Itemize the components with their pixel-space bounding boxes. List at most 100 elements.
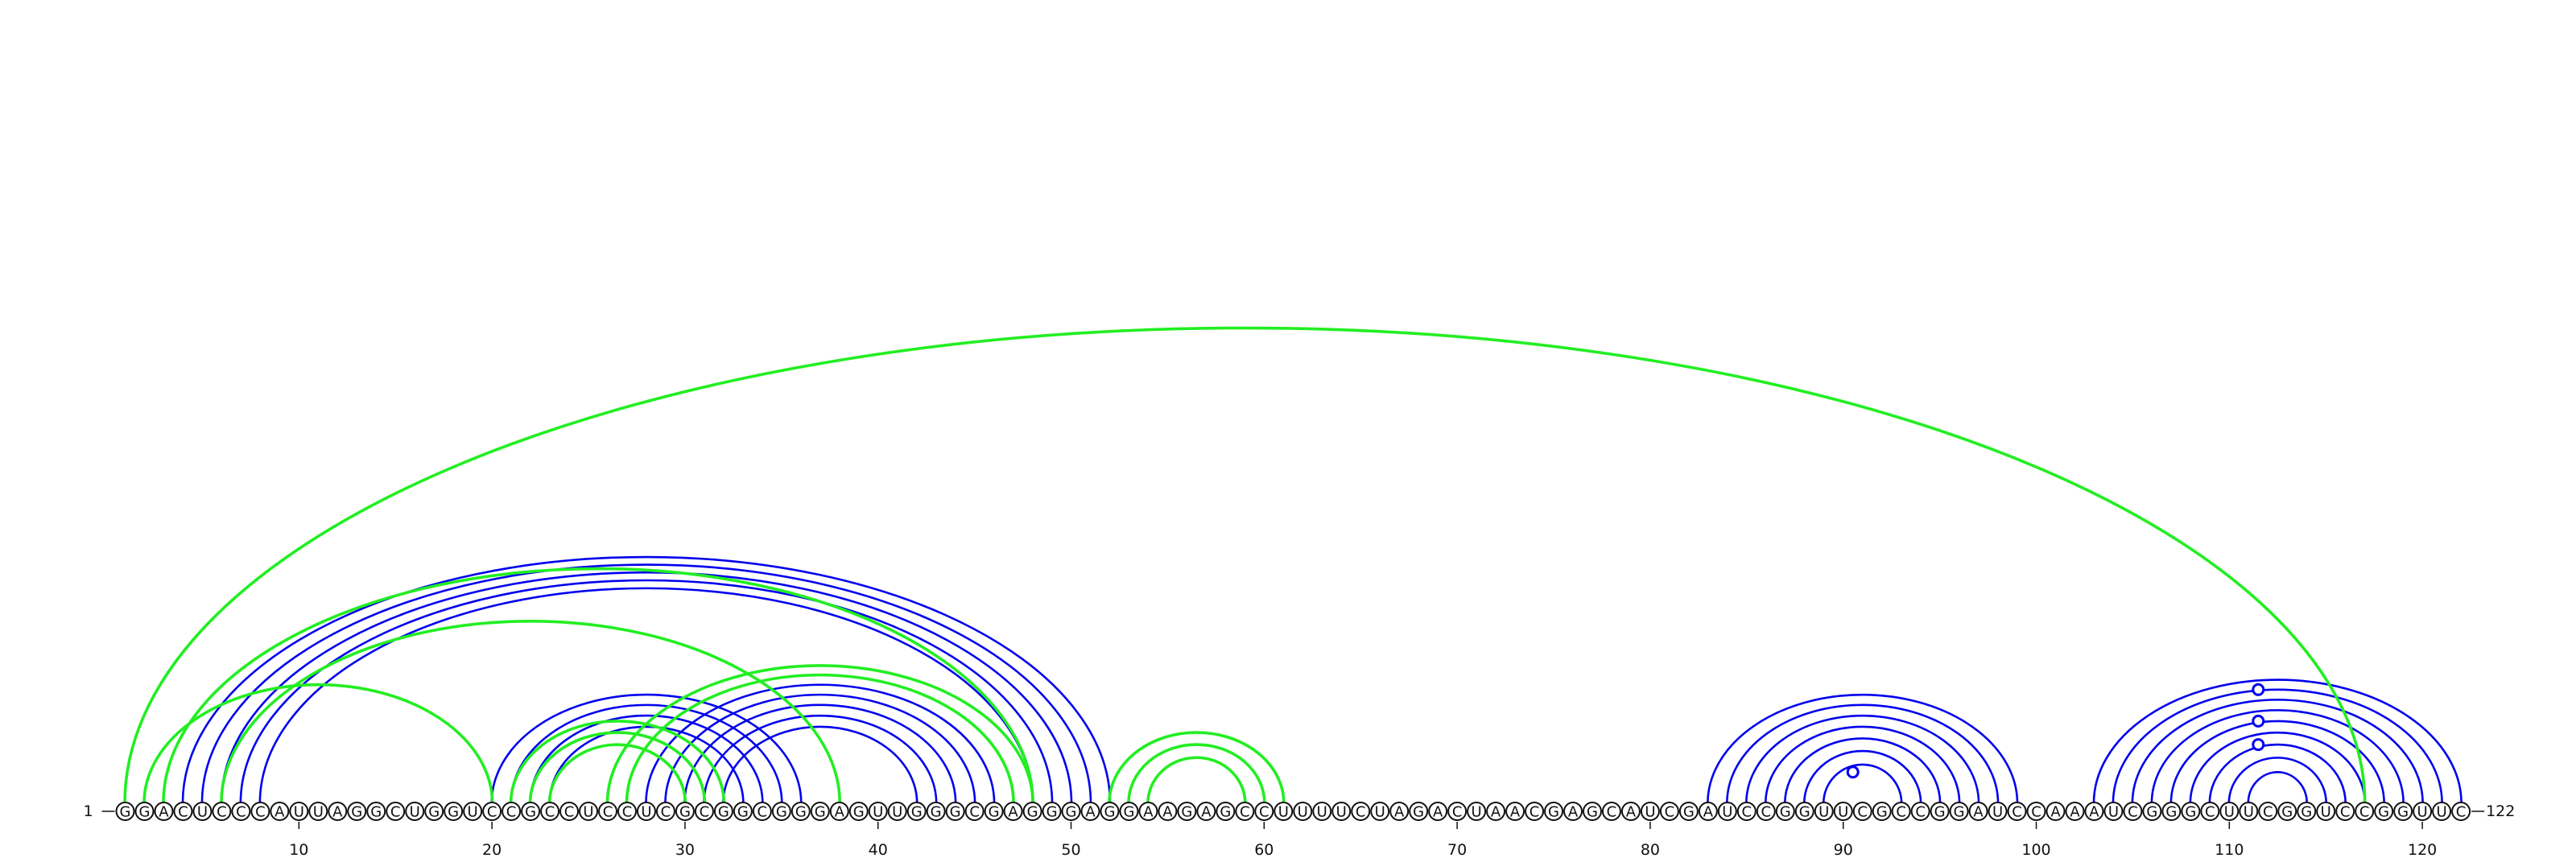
- nucleotide-letter: G: [1780, 804, 1791, 821]
- nucleotide-circle: [810, 802, 830, 821]
- base-pair-arc-green: [1127, 743, 1266, 805]
- nucleotide-circle: [2123, 802, 2143, 821]
- nucleotide-circle: [1080, 802, 1100, 821]
- axis-tick-label: 80: [1641, 841, 1660, 858]
- nucleotide: A: [1428, 802, 1448, 821]
- nucleotide: G: [675, 802, 695, 821]
- arc-marker: [2252, 714, 2265, 728]
- nucleotide-circle: [848, 802, 869, 821]
- nucleotide-circle: [482, 802, 502, 821]
- nucleotide-circle: [1216, 802, 1236, 821]
- nucleotide-letter: U: [294, 804, 304, 821]
- base-pair-arc-blue: [548, 725, 745, 805]
- nucleotide: U: [192, 802, 213, 821]
- base-pair-arc-blue: [2169, 720, 2385, 805]
- base-pair-arc-blue: [2112, 688, 2443, 805]
- nucleotide: A: [1138, 802, 1158, 821]
- nucleotide: U: [2103, 802, 2124, 821]
- axis-tick-label: 30: [675, 841, 695, 858]
- nucleotide: G: [1177, 802, 1197, 821]
- nucleotide-letter: U: [1838, 804, 1848, 821]
- nucleotide: C: [1351, 802, 1371, 821]
- nucleotide: G: [347, 802, 367, 821]
- nucleotide: G: [1042, 802, 1062, 821]
- nucleotide-letter: G: [911, 804, 923, 821]
- base-pair-arc-blue: [1726, 703, 2000, 805]
- nucleotide-circle: [2239, 802, 2259, 821]
- nucleotide-circle: [926, 802, 946, 821]
- nucleotide-circle: [115, 802, 135, 821]
- nucleotide-circle: [1312, 802, 1332, 821]
- nucleotide-circle: [2355, 802, 2375, 821]
- nucleotide-letter: G: [2165, 804, 2177, 821]
- axis-tick-label: 90: [1834, 841, 1853, 858]
- nucleotide: C: [964, 802, 985, 821]
- nucleotide-letter: C: [1356, 804, 1366, 821]
- nucleotide-letter: G: [1123, 804, 1134, 821]
- nucleotide: U: [1293, 802, 1313, 821]
- nucleotide: C: [694, 802, 714, 821]
- nucleotide-circle: [2393, 802, 2413, 821]
- nucleotide-circle: [1389, 802, 1410, 821]
- nucleotide-circle: [2142, 802, 2162, 821]
- nucleotide: U: [2219, 802, 2240, 821]
- nucleotide: G: [926, 802, 946, 821]
- nucleotide-letter: G: [2146, 804, 2157, 821]
- nucleotide-letter: C: [506, 804, 517, 821]
- arcs-layer: [123, 326, 2462, 805]
- nucleotide: C: [231, 802, 251, 821]
- nucleotide: U: [1640, 802, 1660, 821]
- nucleotide-circle: [386, 802, 406, 821]
- nucleotide-circle: [2258, 802, 2278, 821]
- nucleotide-circle: [2200, 802, 2220, 821]
- nucleotide-circle: [1968, 802, 1988, 821]
- nucleotide-circle: [617, 802, 637, 821]
- base-pair-arc-blue: [1765, 725, 1961, 805]
- nucleotide-circle: [1833, 802, 1853, 821]
- nucleotide: C: [2026, 802, 2046, 821]
- nucleotide-circle: [1293, 802, 1313, 821]
- base-pair-arc-blue: [683, 703, 957, 805]
- nucleotide: C: [1910, 802, 1930, 821]
- nucleotide: A: [829, 802, 849, 821]
- nucleotide-letter: G: [737, 804, 749, 821]
- nucleotide: C: [1736, 802, 1757, 821]
- nucleotide-circle: [1872, 802, 1892, 821]
- nucleotide-circle: [1235, 802, 1255, 821]
- nucleotide: C: [2335, 802, 2355, 821]
- nucleotide-circle: [405, 802, 425, 821]
- nucleotide: G: [366, 802, 386, 821]
- base-pair-arc-blue: [220, 571, 1073, 805]
- arc-marker: [2252, 683, 2265, 696]
- nucleotide-letter: U: [2108, 804, 2119, 821]
- nucleotide-circle: [1370, 802, 1390, 821]
- nucleotide: U: [1833, 802, 1853, 821]
- nucleotide: A: [2046, 802, 2066, 821]
- nucleotide-letter: G: [1683, 804, 1695, 821]
- nucleotide-letter: C: [622, 804, 633, 821]
- nucleotide-letter: A: [1085, 804, 1096, 821]
- nucleotide: A: [1620, 802, 1641, 821]
- axis-tick-label: 110: [2215, 841, 2244, 858]
- nucleotide-letter: C: [1259, 804, 1269, 821]
- nucleotide: U: [2316, 802, 2336, 821]
- nucleotide: C: [212, 802, 232, 821]
- nucleotide: C: [2258, 802, 2278, 821]
- nucleotide: G: [1409, 802, 1429, 821]
- nucleotide-letter: G: [718, 804, 729, 821]
- nucleotide: G: [848, 802, 869, 821]
- nucleotide-circle: [212, 802, 232, 821]
- nucleotide-letter: U: [583, 804, 593, 821]
- nucleotide-letter: G: [1934, 804, 1946, 821]
- nucleotide-circle: [1736, 802, 1757, 821]
- nucleotide-circle: [1331, 802, 1352, 821]
- nucleotide-letter: A: [1491, 804, 1501, 821]
- nucleotide-letter: U: [1298, 804, 1308, 821]
- nucleotide-circle: [1409, 802, 1429, 821]
- nucleotide-letter: G: [1799, 804, 1810, 821]
- nucleotide-letter: U: [892, 804, 902, 821]
- nucleotide: C: [386, 802, 406, 821]
- nucleotide: U: [1331, 802, 1352, 821]
- nucleotide-letter: G: [776, 804, 787, 821]
- base-pair-arc-blue: [664, 693, 976, 805]
